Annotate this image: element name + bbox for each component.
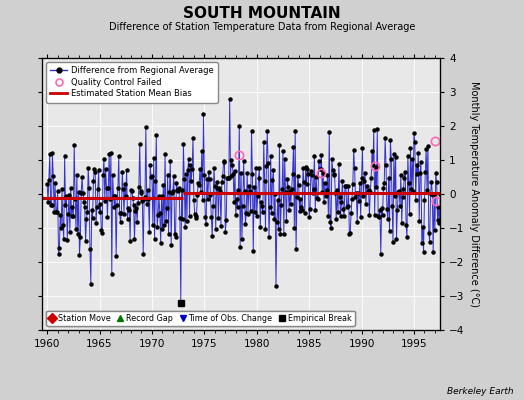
Text: SOUTH MOUNTAIN: SOUTH MOUNTAIN (183, 6, 341, 21)
Text: Difference of Station Temperature Data from Regional Average: Difference of Station Temperature Data f… (109, 22, 415, 32)
Text: Berkeley Earth: Berkeley Earth (447, 387, 514, 396)
Y-axis label: Monthly Temperature Anomaly Difference (°C): Monthly Temperature Anomaly Difference (… (469, 81, 479, 307)
Legend: Station Move, Record Gap, Time of Obs. Change, Empirical Break: Station Move, Record Gap, Time of Obs. C… (46, 310, 355, 326)
